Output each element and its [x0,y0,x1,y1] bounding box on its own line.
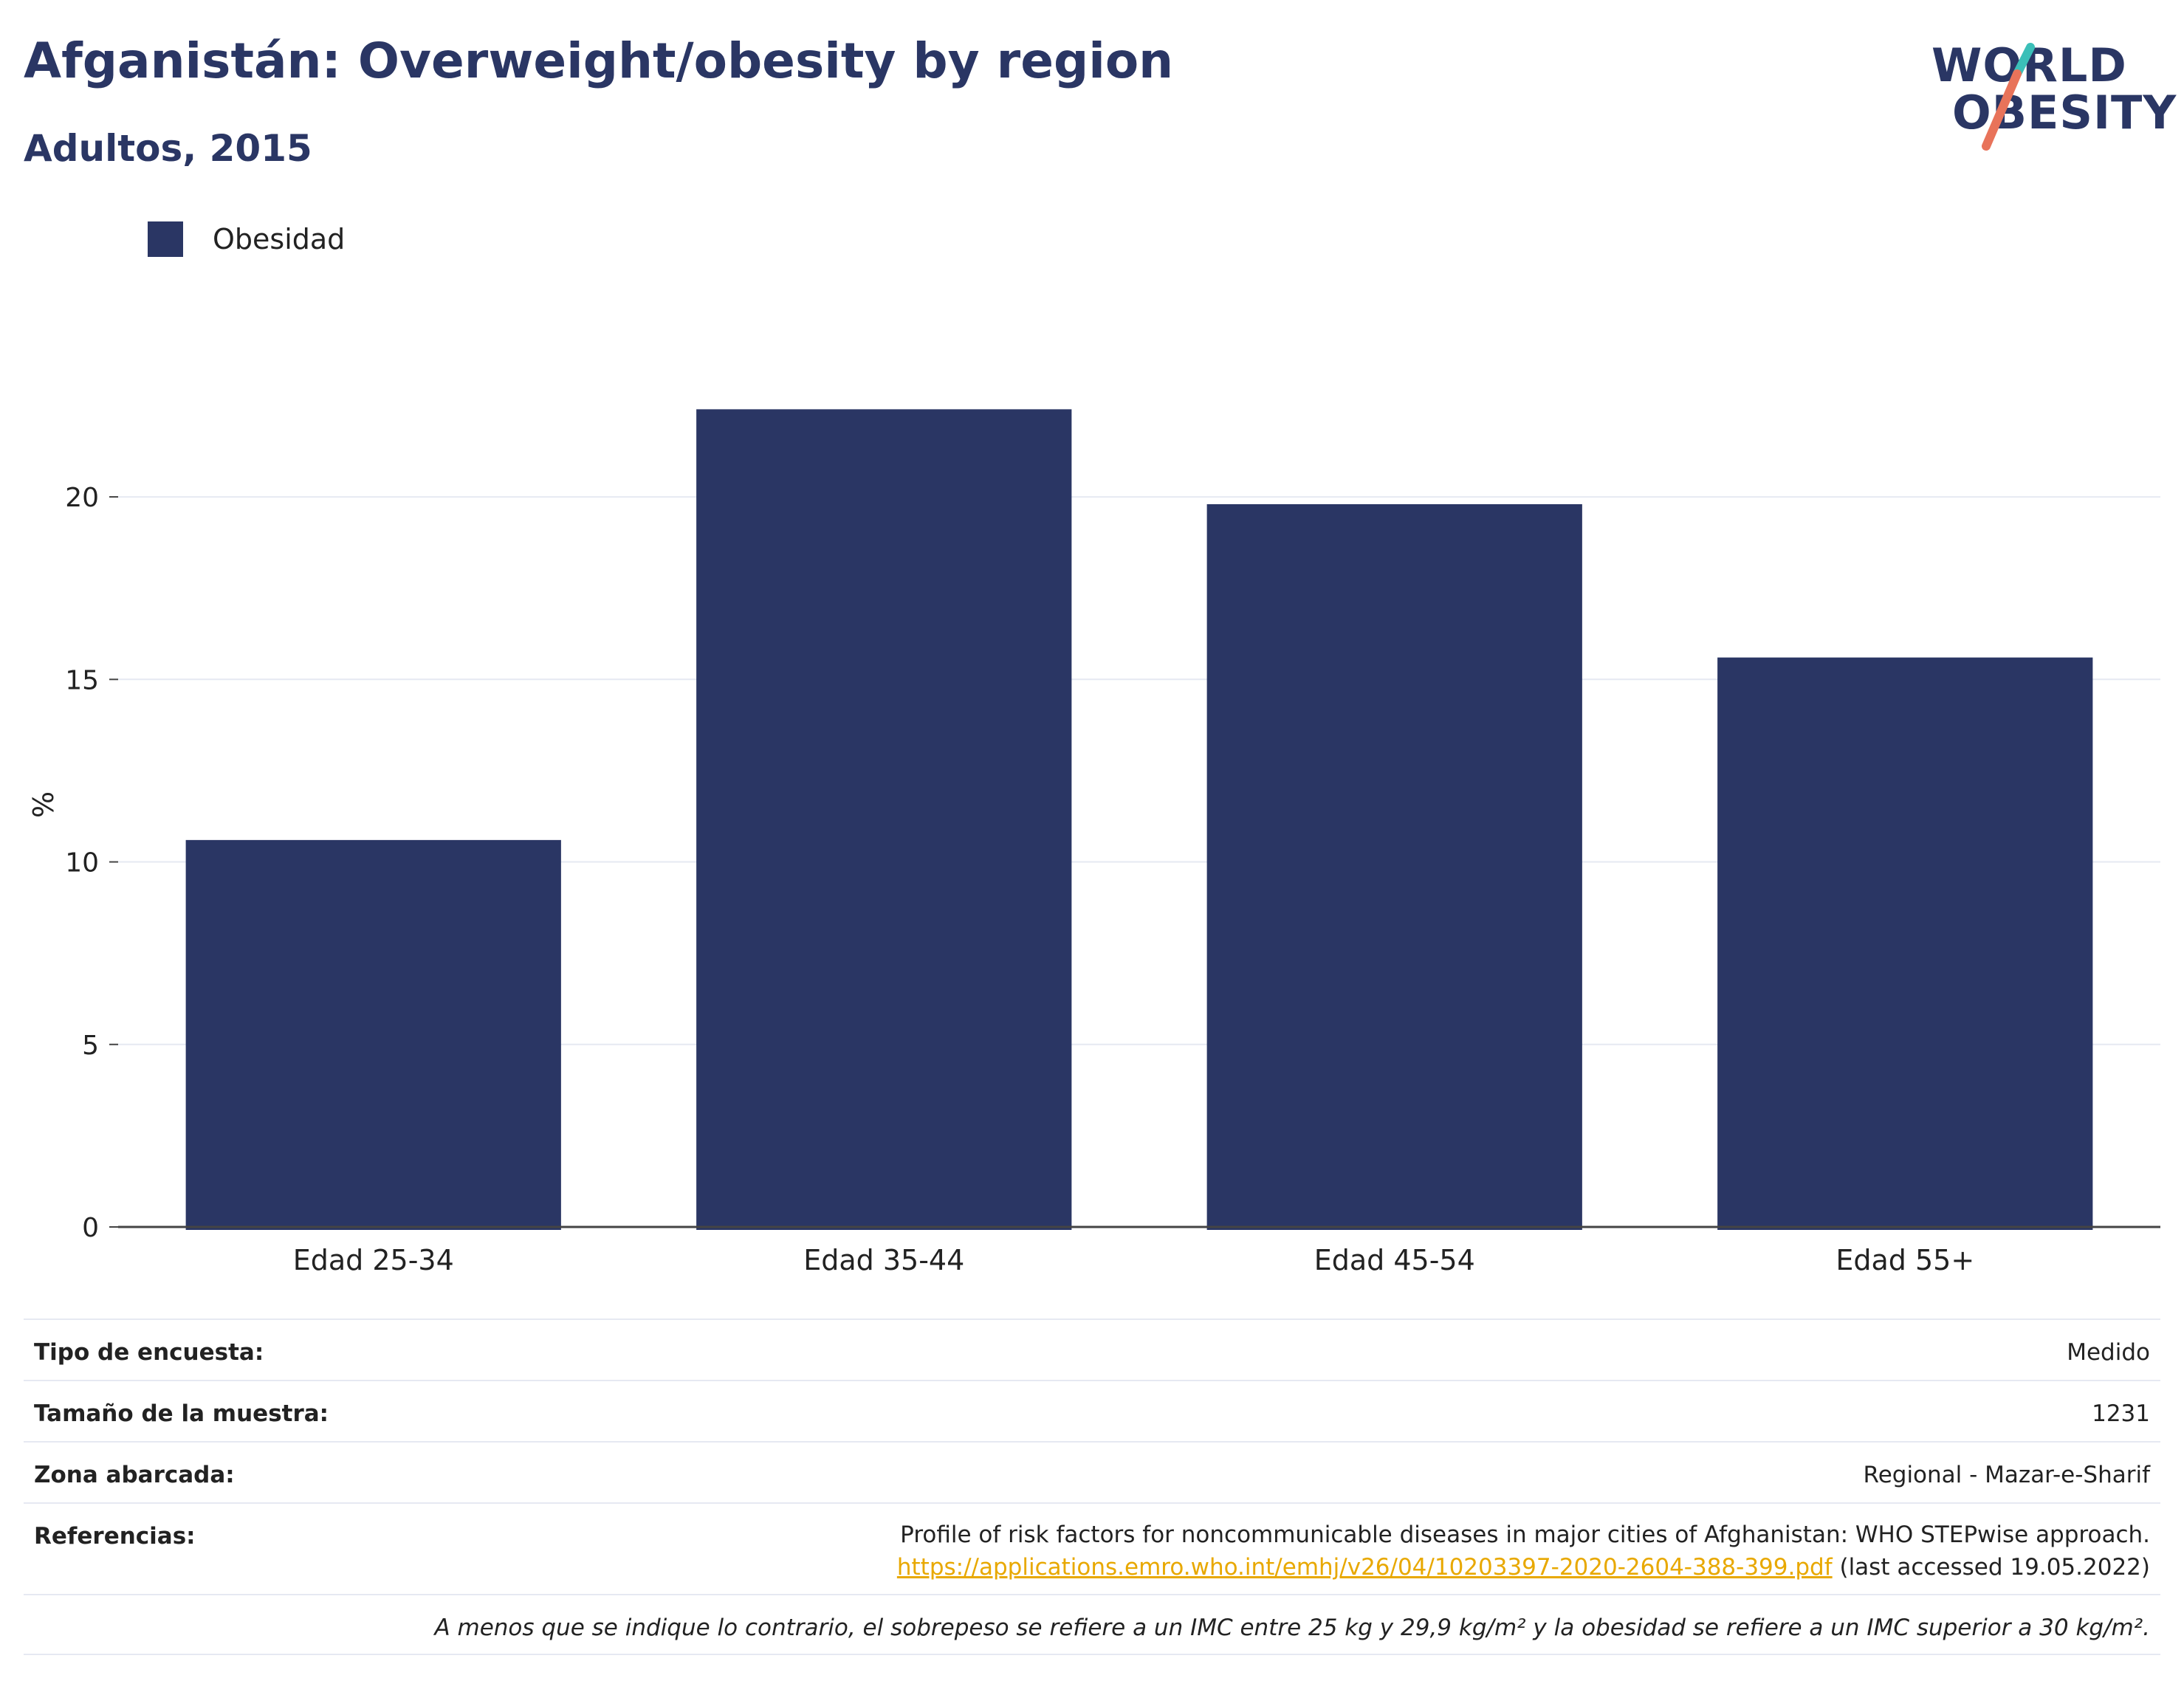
chart-title: Afganistán: Overweight/obesity by region [24,32,1174,89]
axes: 0 5 10 15 20 Edad 25-34 Edad 35-44 Edad 45-54 Ed… [65,483,2160,1276]
info-row-sample-size: Tamaño de la muestra: 1231 [24,1380,2160,1441]
footnote: A menos que se indique lo contrario, el … [24,1594,2160,1655]
info-row-references: Referencias: Profile of risk factors for… [24,1502,2160,1594]
area-label: Zona abarcada: [34,1462,235,1488]
bar-edad-25-34 [185,839,561,1230]
info-row-survey-type: Tipo de encuesta: Medido [24,1318,2160,1380]
x-tick-label: Edad 25-34 [293,1244,454,1276]
bar-edad-45-54 [1206,503,1582,1230]
chart-subtitle: Adultos, 2015 [24,127,312,170]
sample-size-value: 1231 [2092,1400,2150,1427]
references-value: Profile of risk factors for noncommunica… [897,1519,2150,1584]
x-tick-label: Edad 45-54 [1314,1244,1475,1276]
bar-chart: 0 5 10 15 20 Edad 25-34 Edad 35-44 Edad 45-54 Ed… [27,409,2160,1276]
world-obesity-logo: WORLD OBESITY [1920,22,2176,155]
survey-type-value: Medido [2067,1339,2150,1366]
legend-label-obesidad: Obesidad [213,223,346,255]
x-tick-label: Edad 35-44 [803,1244,964,1276]
x-tick-label: Edad 55+ [1836,1244,1974,1276]
references-text: Profile of risk factors for noncommunica… [900,1522,2150,1548]
chart-legend: Obesidad [148,221,345,257]
survey-type-label: Tipo de encuesta: [34,1339,264,1366]
references-link[interactable]: https://applications.emro.who.int/emhj/v… [896,1554,1833,1581]
bar-edad-55- [1717,657,2093,1230]
bar-edad-35-44 [696,409,1072,1230]
survey-info-table: Tipo de encuesta: Medido Tamaño de la mu… [24,1318,2160,1655]
area-value: Regional - Mazar-e-Sharif [1863,1462,2150,1488]
y-tick-label: 0 [82,1213,99,1243]
references-accessed: (last accessed 19.05.2022) [1832,1554,2150,1581]
y-tick-label: 15 [65,665,99,695]
y-tick-label: 5 [82,1031,99,1061]
y-axis-label: % [27,791,60,818]
bars [185,409,2093,1230]
logo-slash-icon [1982,43,2035,151]
info-row-area: Zona abarcada: Regional - Mazar-e-Sharif [24,1441,2160,1502]
references-label: Referencias: [34,1523,196,1550]
legend-swatch-obesidad [148,221,183,257]
y-tick-label: 10 [65,848,99,879]
sample-size-label: Tamaño de la muestra: [34,1400,329,1427]
y-tick-label: 20 [65,483,99,513]
